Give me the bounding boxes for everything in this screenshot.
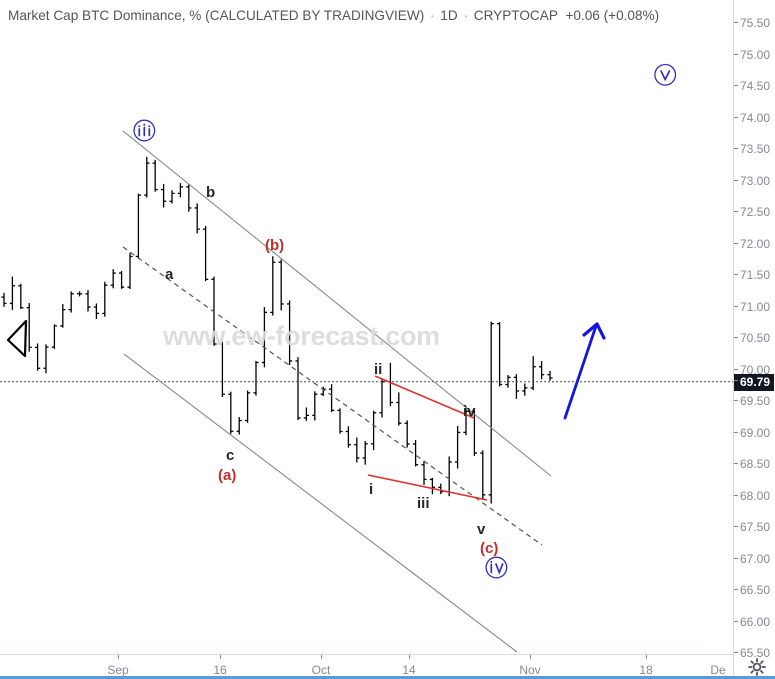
- svg-text:b: b: [206, 184, 215, 201]
- svg-text:iv: iv: [463, 403, 476, 420]
- svg-text:v: v: [477, 521, 486, 538]
- svg-text:(a): (a): [218, 467, 236, 484]
- svg-text:iii: iii: [417, 495, 430, 512]
- svg-text:c: c: [226, 447, 234, 464]
- svg-text:(b): (b): [265, 237, 284, 254]
- svg-text:ii: ii: [374, 361, 382, 378]
- svg-text:(c): (c): [480, 540, 498, 557]
- svg-text:a: a: [165, 266, 174, 283]
- svg-text:www.ew-forecast.com: www.ew-forecast.com: [162, 321, 440, 351]
- svg-text:i: i: [369, 481, 373, 498]
